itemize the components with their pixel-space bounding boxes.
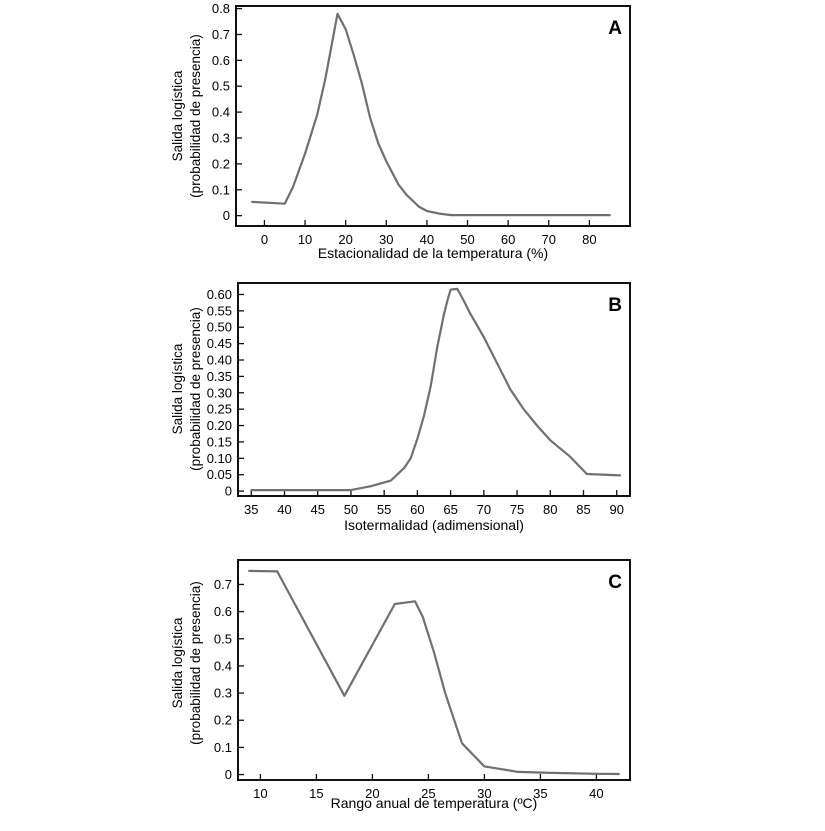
y-tick-label: 0 [225,484,232,499]
x-tick-label: 10 [253,786,267,801]
x-tick-label: 75 [510,502,524,517]
y-tick-label: 0.15 [207,434,232,449]
panel-c: C 0 0.1 0.2 0.3 0.4 0.5 0.6 0.7 10 15 20 25 30 35 40 Ran… [170,559,631,811]
y-tick-label: 0.30 [207,385,232,400]
panel-label: B [608,295,622,316]
x-axis-label: Estacionalidad de la temperatura (%) [318,245,548,261]
x-tick-label: 25 [421,786,435,801]
series-line [251,12,611,217]
x-tick-label: 30 [477,786,491,801]
panel-label: C [608,572,622,593]
y-axis-label: (probabilidad de presencia) [188,34,203,198]
y-axis-label: (probabilidad de presencia) [188,581,203,745]
x-tick-label: 50 [460,232,474,247]
y-axis-label: Salida logística [170,343,185,434]
x-axis-label: Rango anual de temperatura (ºC) [331,795,538,811]
y-tick-label: 0.60 [207,287,232,302]
y-tick-label: 0.6 [212,53,230,68]
x-tick-label: 60 [410,502,424,517]
y-tick-label: 0.5 [214,631,232,646]
y-tick-label: 0.1 [214,740,232,755]
x-tick-label: 90 [609,502,623,517]
panel-b: B00.050.100.150.200.250.300.350.400.450.… [170,282,631,533]
y-tick-label: 0.2 [212,156,230,171]
y-tick-label: 0.8 [212,1,230,16]
y-tick-label: 0.10 [207,451,232,466]
y-tick-label: 0.50 [207,320,232,335]
y-tick-label: 0 [223,208,230,223]
x-tick-label: 15 [309,786,323,801]
y-tick-label: 0.25 [207,402,232,417]
y-tick-label: 0.7 [212,27,230,42]
y-axis-label: (probabilidad de presencia) [188,307,203,471]
x-tick-label: 10 [298,232,312,247]
y-tick-label: 0.4 [214,658,232,673]
x-tick-label: 85 [576,502,590,517]
plot-frame [237,559,631,781]
y-tick-label: 0.55 [207,303,232,318]
x-tick-label: 0 [261,232,268,247]
y-axis-label: Salida logística [170,70,185,161]
y-axis-label: Salida logística [170,617,185,708]
x-tick-label: 35 [244,502,258,517]
x-tick-label: 40 [420,232,434,247]
y-tick-label: 0.5 [212,79,230,94]
plot-frame [235,5,631,227]
y-tick-label: 0.2 [214,713,232,728]
series-line [250,287,622,492]
y-tick-label: 0.3 [212,131,230,146]
x-tick-label: 65 [443,502,457,517]
y-tick-label: 0.40 [207,353,232,368]
x-tick-label: 70 [542,232,556,247]
panel-label: A [608,18,622,39]
y-tick-label: 0 [225,767,232,782]
x-tick-label: 70 [477,502,491,517]
y-tick-label: 0.4 [212,105,230,120]
x-tick-label: 20 [365,786,379,801]
x-tick-label: 40 [589,786,603,801]
x-tick-label: 60 [501,232,515,247]
x-tick-label: 80 [582,232,596,247]
y-tick-label: 0.1 [212,182,230,197]
series-line [248,569,620,776]
y-tick-label: 0.3 [214,686,232,701]
x-tick-label: 55 [377,502,391,517]
x-tick-label: 50 [344,502,358,517]
x-tick-label: 30 [379,232,393,247]
panel-a: A 0 0.1 0.2 0.3 0.4 0.5 0.6 0.7 0.8 0 10 20 30 40 50 60 7… [170,1,631,261]
x-tick-label: 40 [277,502,291,517]
y-tick-label: 0.35 [207,369,232,384]
x-tick-label: 20 [338,232,352,247]
y-tick-label: 0.6 [214,604,232,619]
y-tick-label: 0.05 [207,467,232,482]
x-tick-label: 80 [543,502,557,517]
x-tick-label: 45 [310,502,324,517]
y-tick-label: 0.45 [207,336,232,351]
y-tick-label: 0.20 [207,418,232,433]
x-tick-label: 35 [533,786,547,801]
y-tick-label: 0.7 [214,577,232,592]
plot-frame [237,282,631,497]
x-axis-label: Isotermalidad (adimensional) [344,517,524,533]
